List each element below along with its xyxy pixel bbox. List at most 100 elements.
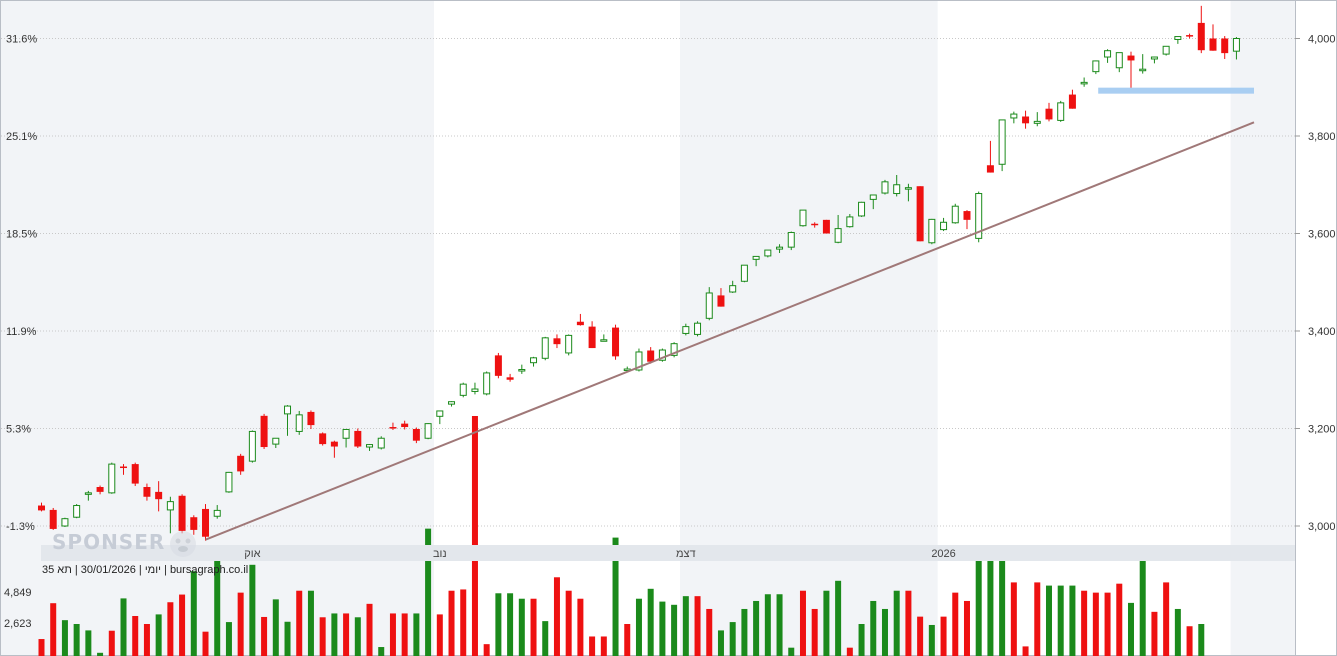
candle-body-up (834, 228, 842, 243)
candle-body-up (166, 501, 174, 511)
candle-body-up (752, 255, 760, 260)
volume-bar (108, 630, 115, 656)
candle-body-down (822, 219, 830, 234)
volume-bar (589, 636, 596, 656)
price-tick-label: 3,800 (1308, 131, 1336, 143)
volume-bar (565, 590, 572, 656)
volume-bar (881, 608, 888, 656)
candle-body-up (248, 430, 256, 462)
volume-bar (132, 616, 139, 656)
volume-bar (190, 571, 197, 656)
volume-bar (343, 613, 350, 656)
volume-bar (296, 590, 303, 656)
volume-bar (1198, 624, 1205, 656)
volume-bar (120, 598, 127, 656)
volume-bar (38, 639, 45, 656)
watermark: SPONSER (52, 530, 165, 554)
candle-body-up (84, 492, 92, 495)
candle-body-up (108, 463, 116, 494)
price-tick-label: 3,600 (1308, 229, 1336, 241)
candle-body-up (377, 437, 385, 449)
candle-body-down (307, 411, 315, 426)
volume-bar (846, 647, 853, 656)
candle-body-up (729, 285, 737, 293)
volume-bar (764, 594, 771, 656)
volume-bar (811, 608, 818, 656)
candle-body-up (73, 505, 81, 518)
volume-bar (401, 613, 408, 656)
candle-body-up (740, 264, 748, 282)
volume-bar (835, 580, 842, 656)
volume-bars (38, 416, 1205, 656)
volume-bar (975, 558, 982, 656)
volume-bar (214, 554, 221, 656)
trendline (205, 121, 1255, 541)
percent-tick-label: 5.3% (6, 424, 31, 436)
candle-body-down (412, 428, 420, 441)
volume-bar (483, 644, 490, 656)
volume-bar (50, 603, 57, 656)
axes: 3,000 3,200 3,400 3,600 3,800 4,000 -1.3% 5.3% 1… (4, 1, 1336, 655)
candle-body-down (354, 430, 362, 447)
candle-body-up (459, 383, 467, 396)
candle-body-up (600, 339, 608, 342)
candle-body-down (916, 186, 924, 242)
candle-body-down (330, 441, 338, 447)
candle-body-down (811, 223, 819, 226)
candle-body-up (764, 249, 772, 257)
candle-body-up (1057, 102, 1065, 121)
volume-bar (823, 590, 830, 656)
volume-bar (460, 589, 467, 656)
support-zone (1098, 87, 1255, 94)
volume-bar (870, 600, 877, 656)
volume-bar (940, 616, 947, 656)
candle-body-up (225, 471, 233, 493)
volume-bar (542, 621, 549, 656)
volume-bar (272, 599, 279, 656)
candle-body-up (448, 401, 456, 405)
volume-bar (225, 622, 232, 656)
candle-body-up (846, 216, 854, 228)
candle-body-up (518, 369, 526, 372)
volume-bar (237, 592, 244, 656)
volume-bar (495, 593, 502, 656)
candle-body-down (1221, 38, 1229, 54)
candle-body-down (506, 377, 514, 380)
candle-body-up (904, 187, 912, 190)
volume-bar (436, 614, 443, 656)
candle-body-down (190, 517, 198, 530)
candle-body-down (319, 433, 327, 445)
volume-bar (1057, 585, 1064, 656)
candle-body-up (1115, 52, 1123, 69)
candle-body-down (1045, 108, 1053, 120)
month-strip (41, 545, 1295, 561)
candle-body-up (940, 221, 948, 231)
candle-body-up (565, 334, 573, 354)
candle-body-down (389, 427, 397, 429)
candle-body-down (717, 295, 725, 307)
month-label: 2026 (931, 548, 955, 560)
volume-bar (694, 596, 701, 656)
volume-bar (1116, 583, 1123, 656)
candle-body-down (131, 464, 139, 484)
volume-bar (389, 613, 396, 656)
candle-body-up (1010, 113, 1018, 119)
volume-bar (1139, 553, 1146, 656)
volume-bar (307, 590, 314, 656)
candle-body-up (1174, 36, 1182, 40)
candle-body-down (1197, 22, 1205, 51)
volume-bar (917, 616, 924, 656)
volume-bar (600, 636, 607, 656)
candle-body-up (284, 405, 292, 415)
volume-bar (963, 600, 970, 656)
volume-bar (530, 598, 537, 656)
volume-bar (729, 622, 736, 656)
volume-bar (1022, 646, 1029, 656)
candlesticks (38, 5, 1240, 541)
candle-body-down (1068, 94, 1076, 109)
volume-bar (261, 616, 268, 656)
candle-body-down (1127, 55, 1135, 61)
candle-body-up (658, 349, 666, 361)
candle-body-up (694, 322, 702, 335)
